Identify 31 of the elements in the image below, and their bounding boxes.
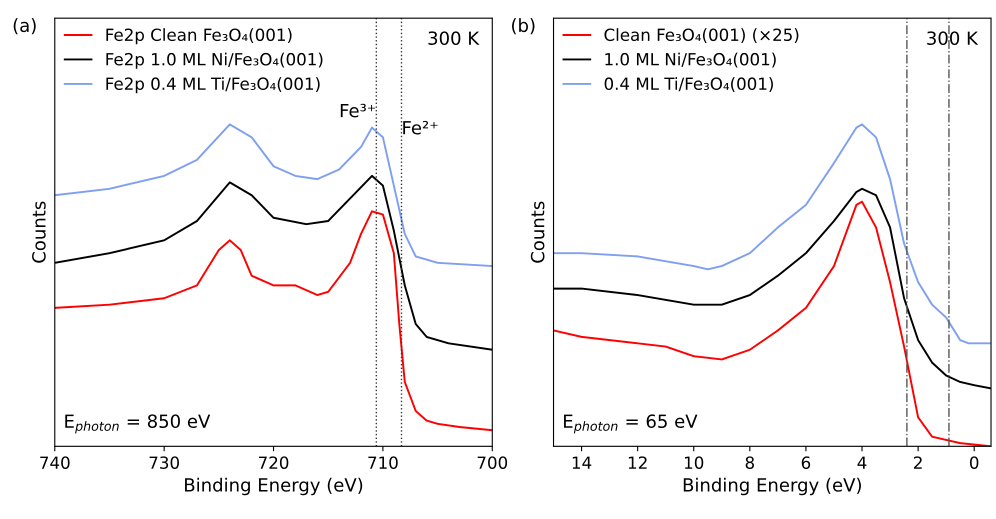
y-axis-title: Counts <box>530 202 544 263</box>
x-axis-title: Binding Energy (eV) <box>684 478 861 496</box>
text: 300 K <box>428 31 480 45</box>
x-tick-label: 2 <box>914 456 922 469</box>
x-tick-label: 14 <box>572 456 592 469</box>
text: 300 K <box>927 31 978 45</box>
x-tick-label: 740 <box>40 456 70 469</box>
legend-label: 1.0 ML Ni/Fe₃O₄(001) <box>605 52 776 68</box>
y-axis-title: Counts <box>32 202 46 263</box>
x-tick-label: 720 <box>258 456 288 469</box>
annotation: E$_{photon}$ = 65 eV <box>564 414 698 434</box>
x-tick-label: 6 <box>802 456 810 469</box>
legend-label: Fe2p Clean Fe₃O₄(001) <box>106 28 292 44</box>
x-tick-label: 730 <box>150 456 179 469</box>
x-axis-title: Binding Energy (eV) <box>185 478 362 496</box>
text: (a) <box>14 18 36 34</box>
x-tick-label: 12 <box>628 456 647 469</box>
ref-line-label: Fe³⁺ <box>340 104 376 118</box>
x-tick-label: 700 <box>478 456 508 469</box>
legend-label: Fe2p 1.0 ML Ni/Fe₃O₄(001) <box>106 52 322 69</box>
legend-label: Clean Fe₃O₄(001) (×25) <box>604 28 798 44</box>
x-tick-label: 8 <box>746 456 754 469</box>
annotation: E$_{photon}$ = 850 eV <box>65 414 210 434</box>
legend-label: 0.4 ML Ti/Fe₃O₄(001) <box>604 77 773 92</box>
x-tick-label: 10 <box>684 456 704 469</box>
x-tick-label: 710 <box>368 456 398 469</box>
x-tick-label: 0 <box>970 456 978 469</box>
x-tick-label: 4 <box>858 456 866 469</box>
ref-line-label: Fe²⁺ <box>403 120 438 135</box>
legend-label: Fe2p 0.4 ML Ti/Fe₃O₄(001) <box>106 77 320 94</box>
text: (b) <box>512 18 534 34</box>
